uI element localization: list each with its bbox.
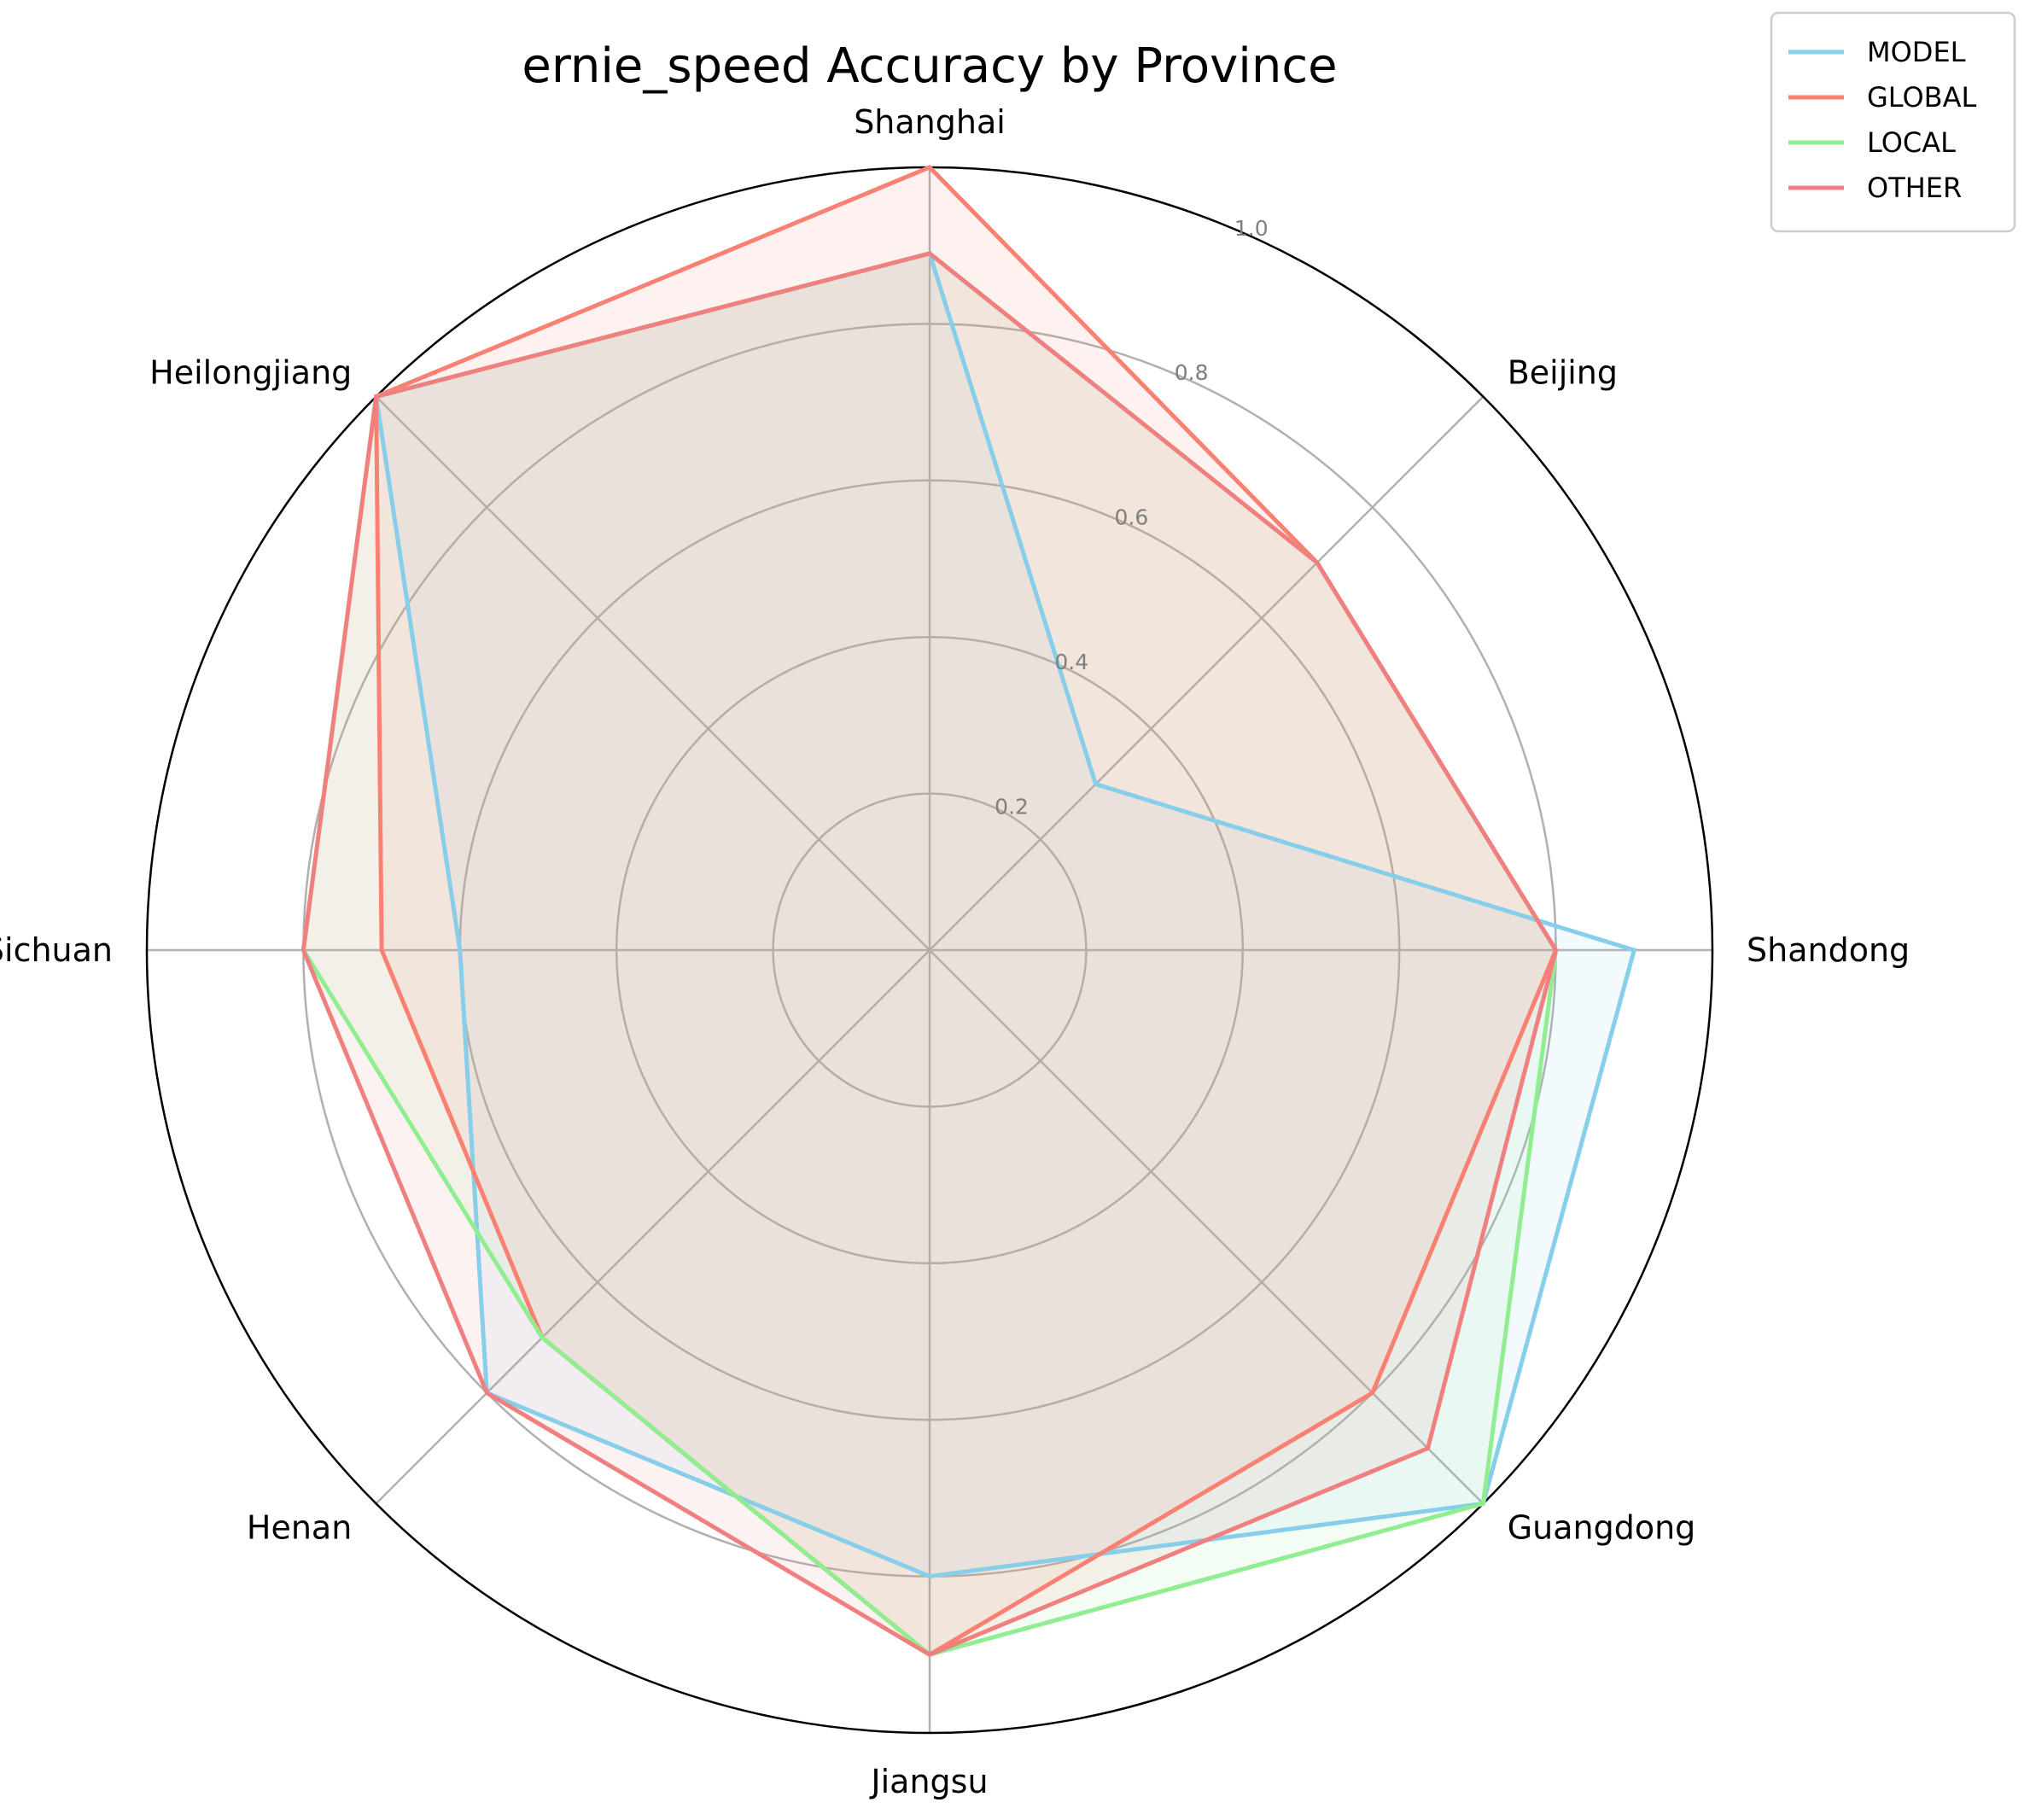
legend-label-other: OTHER <box>1867 172 1962 204</box>
grid-spoke <box>375 949 930 1505</box>
r-tick-label: 0.6 <box>1115 505 1149 530</box>
category-label: Heilongjiang <box>149 353 352 391</box>
category-label: Sichuan <box>0 931 113 969</box>
r-tick-label: 1.0 <box>1234 216 1269 241</box>
grid-spoke <box>375 395 930 951</box>
legend-label-model: MODEL <box>1867 36 1966 68</box>
legend-box <box>1770 11 2016 233</box>
legend-label-global: GLOBAL <box>1867 81 1977 114</box>
category-label: Shanghai <box>854 103 1006 141</box>
legend: MODEL GLOBAL LOCAL OTHER <box>1770 11 2016 233</box>
r-tick-label: 0.8 <box>1175 360 1209 385</box>
series-line-global <box>374 165 1559 1658</box>
category-label: Henan <box>247 1509 352 1547</box>
series-fill-local <box>303 253 1556 1655</box>
grid-spoke <box>929 395 1485 951</box>
series-fill-model <box>376 253 1635 1577</box>
category-label: Shandong <box>1747 931 1910 969</box>
series-line-other <box>300 251 1559 1658</box>
grid-spoke <box>929 949 1485 1505</box>
chart-title: ernie_speed Accuracy by Province <box>522 38 1337 94</box>
category-label: Guangdong <box>1508 1509 1696 1547</box>
radar-series <box>300 165 1637 1658</box>
category-label: Jiangsu <box>869 1763 988 1800</box>
series-fill-global <box>376 167 1556 1655</box>
series-fill-other <box>303 253 1556 1655</box>
r-tick-label: 0.4 <box>1054 650 1088 674</box>
r-tick-label: 0.2 <box>995 795 1029 820</box>
radar-labels: 0.2 0.4 0.6 0.8 1.0 Shandong Beijing Shanghai He… <box>0 103 1910 1800</box>
legend-label-local: LOCAL <box>1867 126 1956 159</box>
category-label: Beijing <box>1508 353 1618 391</box>
series-line-model <box>373 250 1637 1579</box>
